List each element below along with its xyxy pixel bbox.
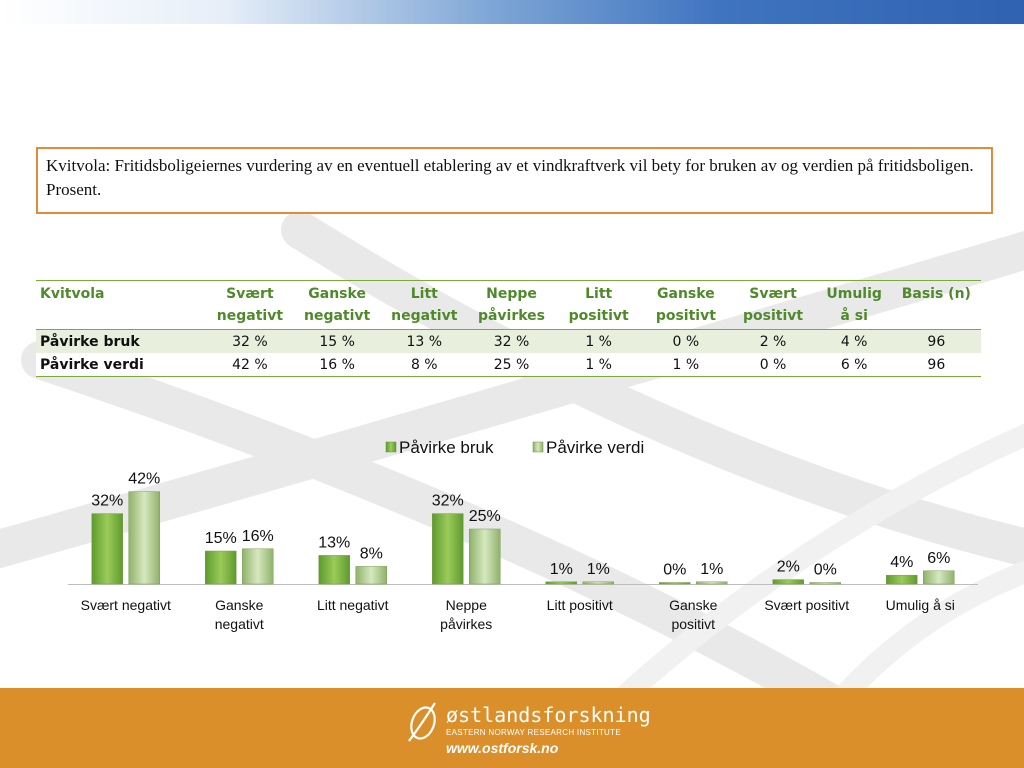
data-label: 2% — [777, 559, 800, 576]
legend-label: Påvirke bruk — [399, 438, 494, 457]
bar — [809, 582, 841, 585]
data-label: 1% — [550, 561, 573, 578]
data-label: 13% — [318, 534, 350, 551]
data-table: Kvitvola Svært negativt Ganske negativt … — [36, 280, 981, 377]
data-label: 6% — [927, 550, 950, 567]
column-header: Neppe påvirkes — [467, 280, 556, 330]
table-cell: 32 % — [467, 329, 556, 353]
table-cell: 32 % — [206, 329, 294, 353]
data-label: 25% — [469, 508, 501, 525]
data-label: 16% — [242, 528, 274, 545]
footer-bar — [0, 688, 1024, 768]
bar — [355, 566, 387, 585]
bar — [91, 513, 123, 585]
logo-name: østlandsforskning — [446, 703, 651, 727]
data-label: 32% — [91, 493, 123, 510]
category-label: Litt negativt — [317, 597, 389, 613]
bar — [469, 528, 501, 585]
table-cell: 13 % — [380, 329, 468, 353]
legend-swatch — [532, 441, 544, 453]
bar — [318, 555, 350, 585]
category-label: negativt — [215, 616, 264, 632]
bar — [582, 581, 614, 585]
category-label: Svært negativt — [81, 597, 171, 613]
data-label: 8% — [360, 545, 383, 562]
column-header: Umulig å si — [816, 280, 892, 330]
bar — [205, 550, 237, 585]
column-header: Svært negativt — [206, 280, 294, 330]
row-label: Påvirke bruk — [36, 329, 207, 353]
table-cell: 1 % — [555, 353, 643, 377]
table-row: Påvirke verdi 42 % 16 % 8 % 25 % 1 % 1 %… — [36, 353, 981, 377]
table-cell: 4 % — [816, 329, 892, 353]
table-cell: 1 % — [642, 353, 730, 377]
category-label: Litt positivt — [547, 597, 613, 613]
column-header: Ganske negativt — [293, 280, 381, 330]
column-header: Basis (n) — [891, 280, 981, 330]
table-cell: 16 % — [293, 353, 381, 377]
logo-subtitle: EASTERN NORWAY RESEARCH INSTITUTE — [446, 728, 621, 737]
bar — [696, 581, 728, 585]
website-link[interactable]: www.ostforsk.no — [446, 740, 559, 756]
legend-label: Påvirke verdi — [546, 438, 644, 457]
table-cell: 15 % — [293, 329, 381, 353]
category-label: Ganske — [215, 597, 263, 613]
category-label: Umulig å si — [886, 597, 955, 613]
bar — [659, 582, 691, 585]
bar — [923, 570, 955, 585]
bar-chart: Påvirke bruk Påvirke verdi 32% 42% Svært neg… — [68, 438, 978, 632]
table-cell: 8 % — [380, 353, 468, 377]
legend-swatch — [385, 441, 397, 453]
column-header: Svært positivt — [729, 280, 817, 330]
data-label: 0% — [663, 562, 686, 579]
bar — [886, 574, 918, 585]
category-label: Neppe — [446, 597, 487, 613]
data-label: 42% — [128, 471, 160, 488]
row-label: Påvirke verdi — [36, 353, 207, 377]
data-label: 0% — [814, 562, 837, 579]
category-label: påvirkes — [440, 616, 492, 632]
table-cell: 25 % — [467, 353, 556, 377]
column-header: Litt negativt — [380, 280, 468, 330]
bar — [545, 581, 577, 585]
table-cell: 0 % — [729, 353, 817, 377]
column-header: Kvitvola — [36, 280, 207, 330]
top-accent-bar — [0, 0, 1024, 24]
figure-caption: Kvitvola: Fritidsboligeiernes vurdering … — [36, 147, 993, 214]
table-header-row: Kvitvola Svært negativt Ganske negativt … — [36, 280, 981, 330]
category-label: Svært positivt — [764, 597, 849, 613]
bar — [128, 491, 160, 585]
column-header: Litt positivt — [555, 280, 643, 330]
leaf-logo-icon — [408, 702, 436, 742]
data-label: 1% — [700, 561, 723, 578]
category-label: positivt — [671, 616, 715, 632]
data-label: 32% — [432, 493, 464, 510]
data-label: 4% — [890, 554, 913, 571]
table-cell: 1 % — [555, 329, 643, 353]
category-label: Ganske — [669, 597, 717, 613]
bar — [242, 548, 274, 585]
table-cell: 0 % — [642, 329, 730, 353]
table-row: Påvirke bruk 32 % 15 % 13 % 32 % 1 % 0 %… — [36, 329, 981, 353]
data-label: 1% — [587, 561, 610, 578]
table-cell: 2 % — [729, 329, 817, 353]
table-cell: 6 % — [816, 353, 892, 377]
table-cell: 42 % — [206, 353, 294, 377]
table-cell: 96 — [891, 353, 981, 377]
column-header: Ganske positivt — [642, 280, 730, 330]
table-cell: 96 — [891, 329, 981, 353]
bar — [432, 513, 464, 585]
bar — [772, 579, 804, 585]
data-label: 15% — [205, 530, 237, 547]
